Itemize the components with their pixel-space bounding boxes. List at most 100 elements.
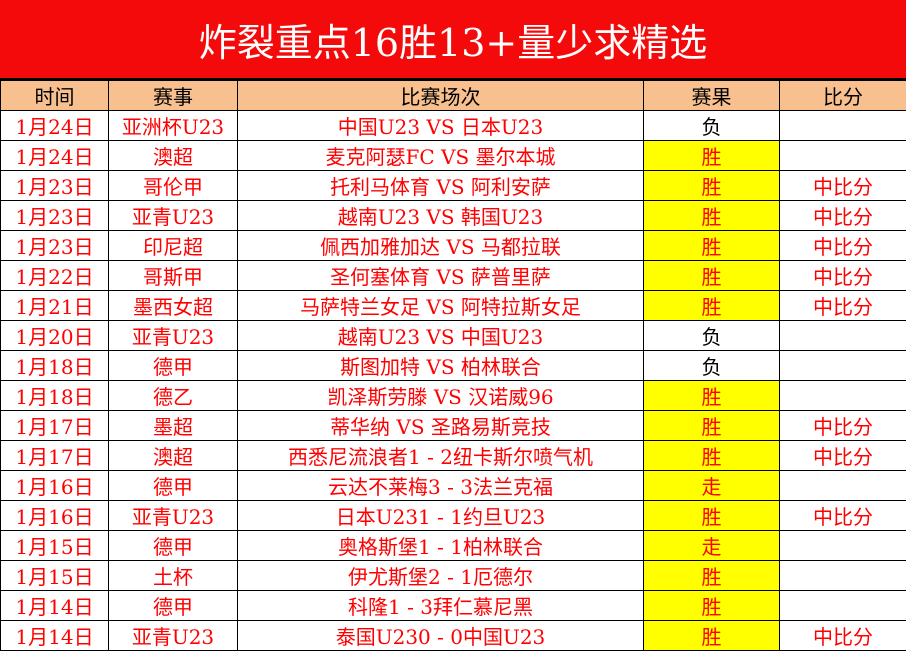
match-cell: 麦克阿瑟FC VS 墨尔本城 [238,141,644,171]
league-cell: 哥伦甲 [109,171,238,201]
score-cell: 中比分 [780,501,906,531]
league-cell: 德甲 [109,471,238,501]
match-cell: 佩西加雅加达 VS 马都拉联 [238,231,644,261]
match-cell: 马萨特兰女足 VS 阿特拉斯女足 [238,291,644,321]
page-title: 炸裂重点16胜13+量少求精选 [0,0,906,80]
match-cell: 圣何塞体育 VS 萨普里萨 [238,261,644,291]
date-cell: 1月16日 [1,471,109,501]
table-row: 1月14日德甲科隆1 - 3拜仁慕尼黑胜 [1,591,906,621]
match-cell: 越南U23 VS 中国U23 [238,321,644,351]
table-row: 1月22日哥斯甲圣何塞体育 VS 萨普里萨胜中比分 [1,261,906,291]
table-row: 1月21日墨西女超马萨特兰女足 VS 阿特拉斯女足胜中比分 [1,291,906,321]
result-cell: 胜 [644,171,780,201]
match-cell: 托利马体育 VS 阿利安萨 [238,171,644,201]
match-cell: 奥格斯堡1 - 1柏林联合 [238,531,644,561]
date-cell: 1月14日 [1,621,109,651]
header-score: 比分 [780,81,906,111]
league-cell: 亚洲杯U23 [109,111,238,141]
league-cell: 亚青U23 [109,321,238,351]
score-cell: 中比分 [780,231,906,261]
league-cell: 墨西女超 [109,291,238,321]
result-cell: 负 [644,111,780,141]
date-cell: 1月18日 [1,351,109,381]
score-cell: 中比分 [780,171,906,201]
date-cell: 1月24日 [1,111,109,141]
table-row: 1月15日德甲奥格斯堡1 - 1柏林联合走 [1,531,906,561]
league-cell: 德甲 [109,591,238,621]
date-cell: 1月20日 [1,321,109,351]
match-cell: 云达不莱梅3 - 3法兰克福 [238,471,644,501]
score-cell [780,321,906,351]
date-cell: 1月17日 [1,441,109,471]
date-cell: 1月17日 [1,411,109,441]
result-cell: 走 [644,471,780,501]
date-cell: 1月22日 [1,261,109,291]
result-cell: 胜 [644,501,780,531]
header-result: 赛果 [644,81,780,111]
match-cell: 伊尤斯堡2 - 1厄德尔 [238,561,644,591]
date-cell: 1月23日 [1,231,109,261]
table-row: 1月24日澳超麦克阿瑟FC VS 墨尔本城胜 [1,141,906,171]
match-cell: 日本U231 - 1约旦U23 [238,501,644,531]
date-cell: 1月21日 [1,291,109,321]
league-cell: 亚青U23 [109,621,238,651]
date-cell: 1月15日 [1,531,109,561]
date-cell: 1月15日 [1,561,109,591]
table-row: 1月17日墨超蒂华纳 VS 圣路易斯竞技胜中比分 [1,411,906,441]
result-cell: 胜 [644,201,780,231]
date-cell: 1月23日 [1,201,109,231]
score-cell: 中比分 [780,291,906,321]
score-cell: 中比分 [780,621,906,651]
score-cell [780,111,906,141]
result-cell: 胜 [644,141,780,171]
date-cell: 1月14日 [1,591,109,621]
result-cell: 负 [644,321,780,351]
table-row: 1月15日土杯伊尤斯堡2 - 1厄德尔胜 [1,561,906,591]
league-cell: 澳超 [109,141,238,171]
date-cell: 1月18日 [1,381,109,411]
match-cell: 西悉尼流浪者1 - 2纽卡斯尔喷气机 [238,441,644,471]
score-cell [780,381,906,411]
result-cell: 胜 [644,561,780,591]
league-cell: 土杯 [109,561,238,591]
result-cell: 胜 [644,381,780,411]
league-cell: 德乙 [109,381,238,411]
result-cell: 胜 [644,291,780,321]
result-cell: 胜 [644,261,780,291]
match-cell: 凯泽斯劳滕 VS 汉诺威96 [238,381,644,411]
result-cell: 胜 [644,591,780,621]
score-cell [780,531,906,561]
header-date: 时间 [1,81,109,111]
table-row: 1月17日澳超西悉尼流浪者1 - 2纽卡斯尔喷气机胜中比分 [1,441,906,471]
date-cell: 1月24日 [1,141,109,171]
result-cell: 胜 [644,231,780,261]
league-cell: 亚青U23 [109,501,238,531]
score-cell [780,561,906,591]
league-cell: 亚青U23 [109,201,238,231]
result-cell: 胜 [644,621,780,651]
league-cell: 德甲 [109,351,238,381]
score-cell: 中比分 [780,411,906,441]
score-cell [780,591,906,621]
table-row: 1月23日印尼超佩西加雅加达 VS 马都拉联胜中比分 [1,231,906,261]
header-row: 时间 赛事 比赛场次 赛果 比分 [1,81,906,111]
header-league: 赛事 [109,81,238,111]
table-row: 1月16日德甲云达不莱梅3 - 3法兰克福走 [1,471,906,501]
result-cell: 走 [644,531,780,561]
match-cell: 泰国U230 - 0中国U23 [238,621,644,651]
match-cell: 科隆1 - 3拜仁慕尼黑 [238,591,644,621]
date-cell: 1月23日 [1,171,109,201]
score-cell [780,471,906,501]
score-cell [780,351,906,381]
league-cell: 澳超 [109,441,238,471]
score-cell: 中比分 [780,441,906,471]
result-cell: 胜 [644,441,780,471]
date-cell: 1月16日 [1,501,109,531]
score-cell: 中比分 [780,201,906,231]
